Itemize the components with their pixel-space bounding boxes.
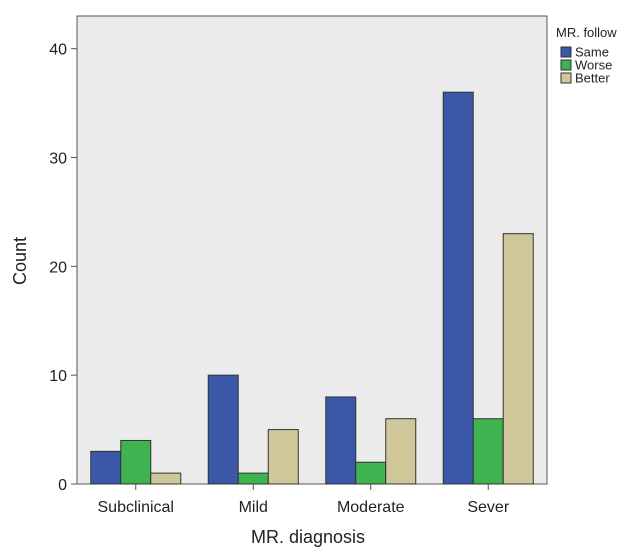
x-tick-label: Moderate: [337, 499, 405, 516]
bar-better-subclinical: [150, 472, 182, 485]
y-axis: 0 10 20 30 40: [49, 42, 77, 494]
bars-group: [90, 91, 534, 485]
y-tick-label: 40: [49, 42, 67, 59]
bar-better-mild: [267, 429, 299, 485]
bar-better-moderate: [385, 418, 417, 485]
legend-swatch-better: [560, 72, 572, 84]
legend-label-better: Better: [575, 71, 610, 86]
x-tick-label: Sever: [467, 499, 509, 516]
bar-worse-sever: [472, 418, 504, 485]
y-tick-label: 30: [49, 150, 67, 167]
legend-swatch-worse: [560, 59, 572, 71]
bar-same-moderate: [325, 396, 357, 485]
y-tick-label: 20: [49, 259, 67, 276]
legend-label-same: Same: [575, 45, 609, 60]
y-tick-label: 10: [49, 368, 67, 385]
plot-area: [76, 15, 548, 485]
bar-better-sever: [502, 233, 534, 485]
y-axis-label: Count: [10, 237, 30, 285]
y-tick-label: 0: [58, 477, 67, 494]
bar-same-mild: [207, 374, 239, 485]
bar-same-sever: [442, 91, 474, 485]
bar-same-subclinical: [90, 450, 122, 485]
legend-title: MR. follow: [556, 25, 617, 40]
bar-worse-moderate: [355, 461, 387, 485]
x-axis-label: MR. diagnosis: [251, 527, 365, 547]
legend-swatch-same: [560, 46, 572, 58]
bar-worse-subclinical: [120, 439, 152, 485]
bar-worse-mild: [237, 472, 269, 485]
x-axis: Subclinical Mild Moderate Sever: [98, 484, 510, 516]
x-tick-label: Mild: [239, 499, 268, 516]
legend-label-worse: Worse: [575, 58, 612, 73]
x-tick-label: Subclinical: [98, 499, 174, 516]
